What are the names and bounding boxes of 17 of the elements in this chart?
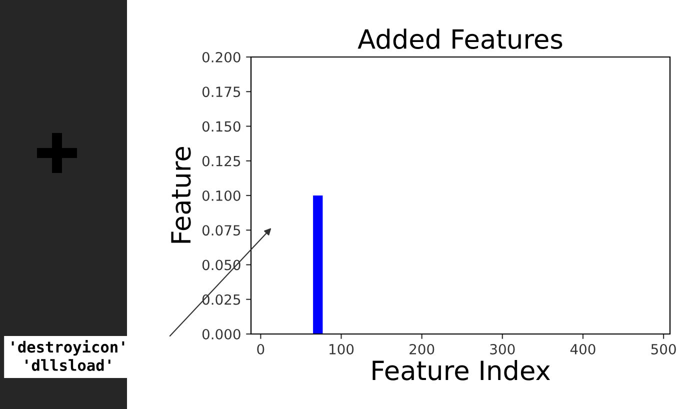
chart-title: Added Features bbox=[358, 28, 562, 50]
x-axis-title: Feature Index bbox=[372, 360, 550, 380]
y-tick-label: 0.175 bbox=[202, 86, 240, 98]
y-tick-label: 0.000 bbox=[202, 328, 240, 340]
y-tick-label: 0.150 bbox=[202, 121, 240, 132]
y-tick-label: 0.075 bbox=[202, 225, 240, 236]
x-tick-label: 0 bbox=[257, 344, 264, 354]
x-tick-label: 300 bbox=[490, 344, 515, 354]
x-tick-label: 200 bbox=[410, 344, 434, 354]
y-axis-title: Feature bbox=[171, 147, 191, 243]
text: 'destroyicon' 'dllsload' bbox=[12, 340, 124, 371]
x-tick-label: 400 bbox=[570, 344, 596, 354]
x-tick-label: 100 bbox=[330, 344, 354, 354]
x-tick-label: 500 bbox=[651, 344, 676, 354]
y-tick-label: 0.100 bbox=[202, 190, 240, 201]
y-tick-label: 0.200 bbox=[202, 52, 240, 62]
y-tick-label: 0.125 bbox=[202, 156, 240, 166]
